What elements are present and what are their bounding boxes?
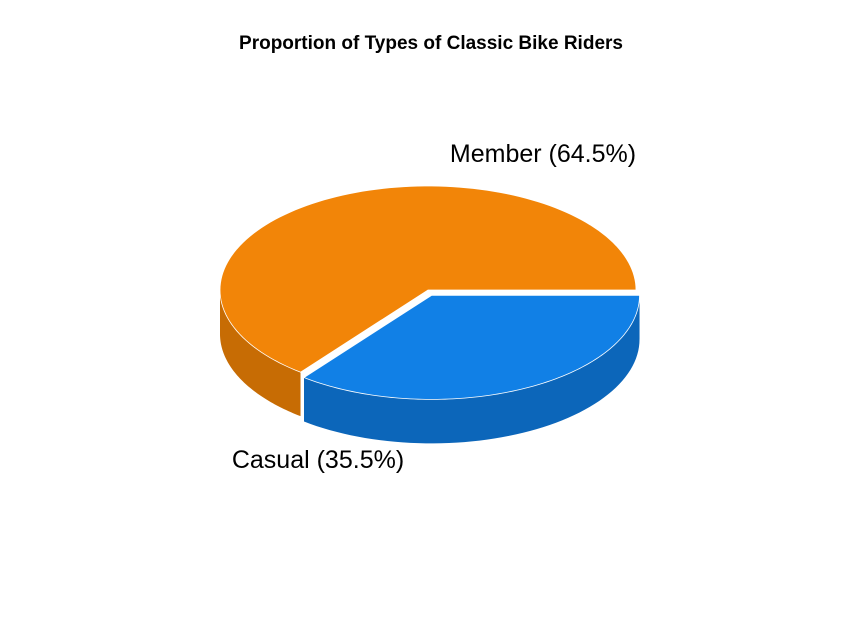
slice-top-member <box>219 185 637 373</box>
pie-slice-casual <box>303 294 640 444</box>
slice-label-casual: Casual (35.5%) <box>232 446 404 474</box>
slice-top-casual <box>303 294 640 400</box>
chart-title: Proportion of Types of Classic Bike Ride… <box>239 33 623 54</box>
slice-side-casual <box>304 295 640 444</box>
slice-label-member: Member (64.5%) <box>450 140 636 168</box>
slice-side-member <box>220 290 301 417</box>
pie-slice-member <box>219 185 637 417</box>
